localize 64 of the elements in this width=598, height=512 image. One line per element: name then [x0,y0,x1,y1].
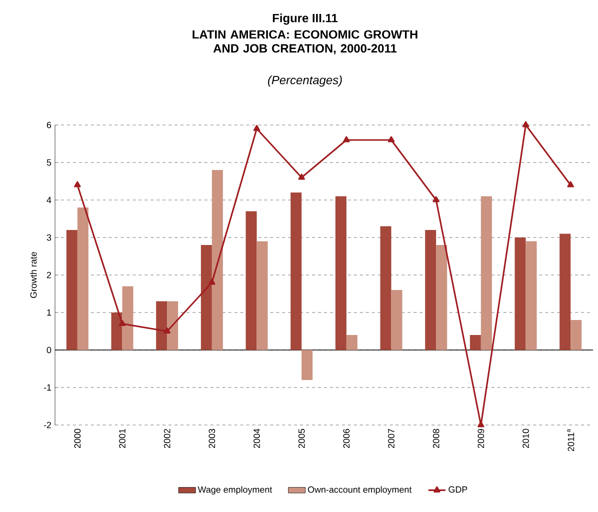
bar [335,196,346,350]
y-tick-label: -2 [44,422,52,428]
legend-label: Wage employment [198,486,272,495]
point [478,421,484,428]
x-tick-label: 2002 [164,428,170,448]
bar [425,230,436,350]
y-tick-label: 6 [46,122,52,128]
y-tick-label: 2 [46,272,52,278]
bar [346,335,358,350]
y-tick-label: 1 [47,309,52,316]
point [74,181,81,188]
bar [391,290,402,350]
bar [470,335,481,350]
y-axis-title: Growth rate [30,252,37,298]
x-tick-label: 2001 [119,428,126,448]
bar [77,208,88,350]
bar [156,301,168,350]
bar [200,245,212,350]
point [253,124,260,132]
bar [526,241,537,350]
point [388,136,395,142]
x-tick-label: 2003 [208,428,216,448]
y-tick-label: 5 [46,159,52,166]
point [164,327,170,334]
bar [111,312,122,350]
bar [246,211,257,350]
legend-label: GDP [448,486,468,493]
x-tick-label: 2000 [74,428,81,448]
bar [256,241,268,350]
bar [212,170,223,350]
legend-label: Own-account employment [308,486,412,495]
point [343,136,350,142]
bar [302,350,313,380]
y-tick-label: 4 [46,196,52,204]
x-tick-label: 2009 [478,428,484,448]
bar [290,192,302,350]
bar [66,230,78,350]
y-tick-label: 0 [46,346,52,354]
point [118,320,126,326]
bar [167,301,178,350]
point [298,174,305,180]
bar [480,196,492,350]
bar [436,245,448,350]
bar [570,320,582,350]
chart-title: LATIN AMERICA: ECONOMIC GROWTH AND JOB CREATION, 2000-2011 [192,30,418,54]
x-tick-label: 2005 [298,428,305,448]
x-tick-label: 2010 [522,428,529,448]
bar [514,238,526,350]
y-tick-label: 3 [46,234,52,241]
point [208,278,216,285]
bar [560,234,571,350]
point [567,181,574,188]
chart-subtitle: (Percentages) [268,76,342,87]
text: Figure III.11 [272,14,338,25]
x-tick-label: 2007 [388,428,394,448]
point [522,121,530,128]
x-tick-label: 2006 [343,428,350,448]
x-tick-label: 2008 [432,428,440,448]
bar [122,286,134,350]
bar [380,226,392,350]
y-tick-label: -1 [44,384,52,391]
point [432,196,440,202]
x-tick-label: 2004 [254,428,260,448]
x-tick-label: 2011$^{a}$ [567,429,574,452]
